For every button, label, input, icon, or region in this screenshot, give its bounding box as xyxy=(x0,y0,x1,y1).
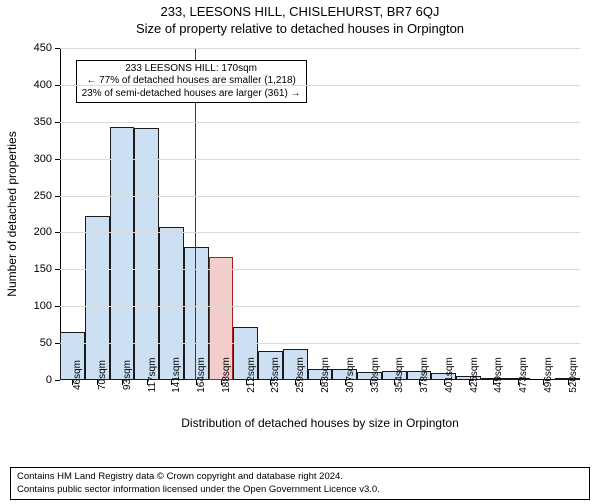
xtick-label: 354sqm xyxy=(394,357,405,393)
xtick-label: 473sqm xyxy=(518,357,529,393)
ytick-mark xyxy=(55,380,60,381)
ytick-mark xyxy=(55,306,60,307)
ytick-label: 200 xyxy=(34,226,52,238)
gridline xyxy=(60,196,580,197)
ytick-mark xyxy=(55,232,60,233)
ytick-label: 300 xyxy=(34,153,52,165)
ytick-mark xyxy=(55,269,60,270)
annot-line-1: 233 LEESONS HILL: 170sqm xyxy=(82,63,301,76)
ytick-label: 0 xyxy=(46,374,52,386)
gridline xyxy=(60,159,580,160)
ytick-label: 50 xyxy=(40,337,52,349)
xtick-label: 117sqm xyxy=(147,358,158,393)
xtick-label: 164sqm xyxy=(196,357,207,393)
ytick-mark xyxy=(55,85,60,86)
ytick-mark xyxy=(55,48,60,49)
xtick-label: 235sqm xyxy=(270,357,281,393)
ytick-mark xyxy=(55,196,60,197)
xtick-label: 449sqm xyxy=(493,357,504,393)
xtick-label: 520sqm xyxy=(568,357,579,393)
gridline xyxy=(60,232,580,233)
attribution-box: Contains HM Land Registry data © Crown c… xyxy=(10,467,590,500)
xtick-label: 70sqm xyxy=(97,360,108,390)
ytick-label: 250 xyxy=(34,190,52,202)
xtick-label: 46sqm xyxy=(72,360,83,390)
xtick-label: 259sqm xyxy=(295,357,306,393)
gridline xyxy=(60,85,580,86)
ytick-label: 100 xyxy=(34,300,52,312)
ytick-label: 450 xyxy=(34,42,52,54)
ytick-label: 400 xyxy=(34,79,52,91)
xtick-label: 188sqm xyxy=(221,357,232,393)
ytick-mark xyxy=(55,122,60,123)
ytick-mark xyxy=(55,159,60,160)
ytick-mark xyxy=(55,343,60,344)
bar xyxy=(85,216,110,380)
annotation-box: 233 LEESONS HILL: 170sqm ← 77% of detach… xyxy=(76,60,307,104)
gridline xyxy=(60,122,580,123)
bar xyxy=(110,127,135,380)
page-address: 233, LEESONS HILL, CHISLEHURST, BR7 6QJ xyxy=(0,4,600,19)
xtick-label: 141sqm xyxy=(171,357,182,393)
xtick-label: 283sqm xyxy=(320,357,331,393)
xtick-label: 401sqm xyxy=(444,357,455,393)
xtick-label: 425sqm xyxy=(469,357,480,393)
xtick-label: 307sqm xyxy=(345,357,356,393)
plot-area: Number of detached properties 233 LEESON… xyxy=(60,48,580,380)
attribution-line-2: Contains public sector information licen… xyxy=(17,484,583,496)
xtick-label: 378sqm xyxy=(419,357,430,393)
xtick-label: 330sqm xyxy=(370,357,381,393)
gridline xyxy=(60,269,580,270)
gridline xyxy=(60,343,580,344)
annot-line-3: 23% of semi-detached houses are larger (… xyxy=(82,88,301,101)
xtick-label: 496sqm xyxy=(543,357,554,393)
gridline xyxy=(60,306,580,307)
ytick-label: 350 xyxy=(34,116,52,128)
x-axis-label: Distribution of detached houses by size … xyxy=(181,416,459,430)
attribution-line-1: Contains HM Land Registry data © Crown c… xyxy=(17,471,583,483)
chart: Number of detached properties 233 LEESON… xyxy=(60,48,580,424)
ytick-label: 150 xyxy=(34,263,52,275)
xtick-label: 93sqm xyxy=(122,360,133,390)
page-subtitle: Size of property relative to detached ho… xyxy=(0,21,600,36)
y-axis-label: Number of detached properties xyxy=(5,131,19,296)
xtick-label: 212sqm xyxy=(246,357,257,393)
gridline xyxy=(60,48,580,49)
